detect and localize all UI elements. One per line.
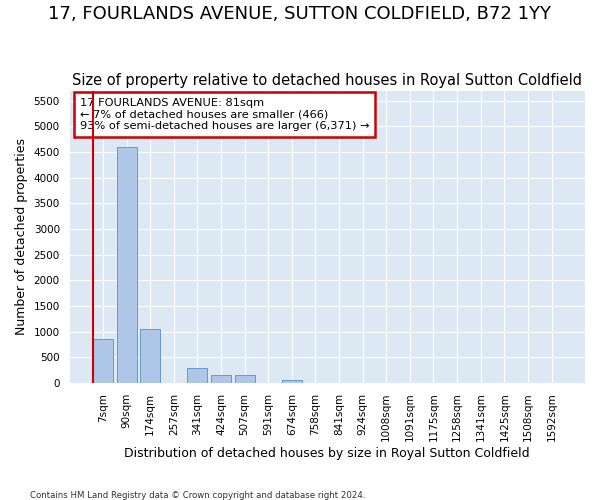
Bar xyxy=(187,368,208,383)
Bar xyxy=(93,340,113,383)
Bar xyxy=(116,147,137,383)
Bar xyxy=(140,329,160,383)
Bar xyxy=(211,376,231,383)
Text: Contains HM Land Registry data © Crown copyright and database right 2024.: Contains HM Land Registry data © Crown c… xyxy=(30,490,365,500)
X-axis label: Distribution of detached houses by size in Royal Sutton Coldfield: Distribution of detached houses by size … xyxy=(124,447,530,460)
Bar xyxy=(235,376,254,383)
Text: 17, FOURLANDS AVENUE, SUTTON COLDFIELD, B72 1YY: 17, FOURLANDS AVENUE, SUTTON COLDFIELD, … xyxy=(49,5,551,23)
Text: 17 FOURLANDS AVENUE: 81sqm
← 7% of detached houses are smaller (466)
93% of semi: 17 FOURLANDS AVENUE: 81sqm ← 7% of detac… xyxy=(80,98,370,131)
Bar xyxy=(282,380,302,383)
Y-axis label: Number of detached properties: Number of detached properties xyxy=(15,138,28,336)
Title: Size of property relative to detached houses in Royal Sutton Coldfield: Size of property relative to detached ho… xyxy=(72,73,582,88)
